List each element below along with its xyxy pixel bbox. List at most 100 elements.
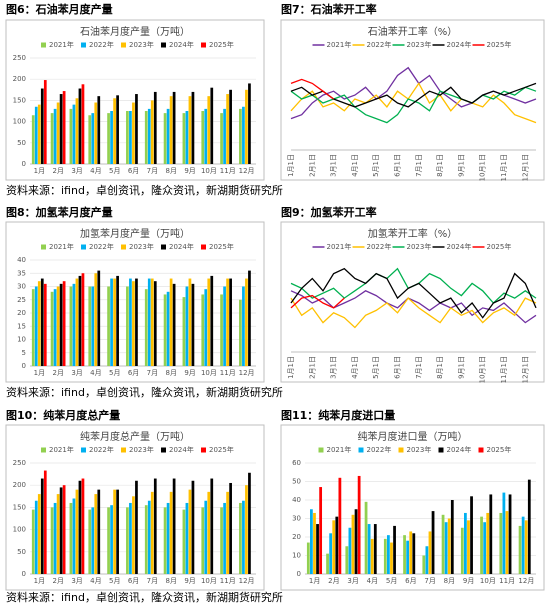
legend-label: 2022年: [367, 242, 392, 251]
legend-marker: [41, 447, 46, 453]
x-tick-label: 3月: [71, 369, 82, 377]
legend-label: 2025年: [209, 242, 234, 251]
x-tick-label: 1月: [34, 577, 45, 585]
legend-marker: [81, 42, 86, 48]
y-tick-label: 0: [22, 570, 26, 578]
bar: [441, 514, 445, 574]
bar: [210, 275, 214, 366]
y-tick-label: 60: [292, 459, 301, 467]
x-tick-label: 3月1日: [330, 356, 338, 379]
bar: [422, 555, 426, 574]
x-tick-label: 12月: [239, 167, 255, 175]
x-tick-label: 12月: [518, 577, 534, 585]
bar: [319, 487, 323, 574]
legend-label: 2024年: [169, 242, 194, 251]
x-tick-label: 12月: [239, 577, 255, 585]
bar: [338, 477, 342, 574]
bar: [467, 520, 470, 574]
bar: [239, 299, 242, 366]
bar: [116, 275, 119, 366]
y-tick-label: 100: [13, 526, 26, 534]
x-tick-label: 1月: [309, 577, 320, 585]
bar: [367, 524, 371, 574]
series-line: [290, 78, 334, 100]
bar: [150, 100, 154, 164]
bar: [132, 102, 135, 164]
bar: [185, 502, 189, 574]
bar: [144, 289, 148, 366]
x-tick-label: 6月: [128, 577, 139, 585]
bar: [242, 286, 245, 366]
bar: [207, 96, 211, 164]
x-tick-label: 8月1日: [436, 356, 444, 379]
legend-label: 2025年: [487, 40, 512, 49]
bar: [69, 108, 73, 164]
bar: [316, 524, 319, 574]
y-tick-label: 10: [17, 336, 26, 344]
bar: [78, 480, 82, 574]
bar: [220, 294, 223, 366]
bar: [248, 472, 251, 574]
legend-label: 2023年: [407, 445, 432, 454]
x-tick-label: 8月: [166, 369, 177, 377]
x-tick-label: 11月1日: [500, 154, 508, 181]
x-tick-label: 7月1日: [415, 154, 423, 177]
bar: [172, 91, 176, 164]
x-tick-label: 6月1日: [394, 356, 402, 379]
bar: [153, 281, 157, 366]
series-line: [290, 290, 537, 324]
bar: [172, 283, 176, 366]
bar: [72, 283, 76, 366]
bar: [75, 489, 79, 574]
bar: [34, 286, 38, 366]
legend-label: 2022年: [367, 40, 392, 49]
x-tick-label: 9月: [463, 577, 474, 585]
bar: [447, 518, 451, 574]
bar: [226, 94, 229, 164]
bar: [306, 542, 310, 574]
legend-marker: [201, 244, 206, 250]
x-tick-label: 7月: [147, 167, 158, 175]
x-tick-label: 1月1日: [287, 154, 295, 177]
bar: [72, 104, 76, 164]
bar: [335, 516, 339, 574]
bar: [31, 289, 35, 366]
bar: [59, 94, 63, 164]
bar: [110, 111, 113, 164]
bar: [144, 505, 148, 574]
bar: [81, 478, 85, 574]
bar: [150, 278, 154, 366]
legend-marker: [318, 447, 324, 453]
bar: [348, 527, 352, 574]
x-tick-label: 1月: [34, 369, 45, 377]
x-tick-label: 7月1日: [415, 356, 423, 379]
bar: [62, 91, 66, 164]
bar: [518, 525, 522, 574]
bar: [69, 502, 73, 574]
legend-label: 2023年: [407, 40, 432, 49]
bar: [53, 108, 57, 164]
bar: [91, 113, 95, 164]
y-tick-label: 40: [292, 496, 301, 504]
bar: [220, 113, 223, 164]
x-tick-label: 10月1日: [479, 154, 487, 181]
legend-marker: [161, 447, 166, 453]
x-tick-label: 3月: [71, 167, 82, 175]
legend-label: 2022年: [89, 40, 114, 49]
y-tick-label: 15: [17, 322, 26, 330]
y-tick-label: 250: [13, 54, 26, 62]
bar: [201, 507, 205, 574]
legend-marker: [201, 447, 206, 453]
y-tick-label: 20: [17, 309, 26, 317]
bar: [40, 478, 44, 574]
legend-marker: [161, 244, 166, 250]
x-tick-label: 6月1日: [394, 154, 402, 177]
series-line: [290, 294, 345, 309]
legend-label: 2023年: [129, 445, 154, 454]
bar: [34, 106, 38, 164]
bar: [110, 278, 113, 366]
bar: [201, 111, 205, 164]
bar: [383, 538, 387, 574]
bar: [226, 278, 229, 366]
bar: [135, 480, 138, 574]
